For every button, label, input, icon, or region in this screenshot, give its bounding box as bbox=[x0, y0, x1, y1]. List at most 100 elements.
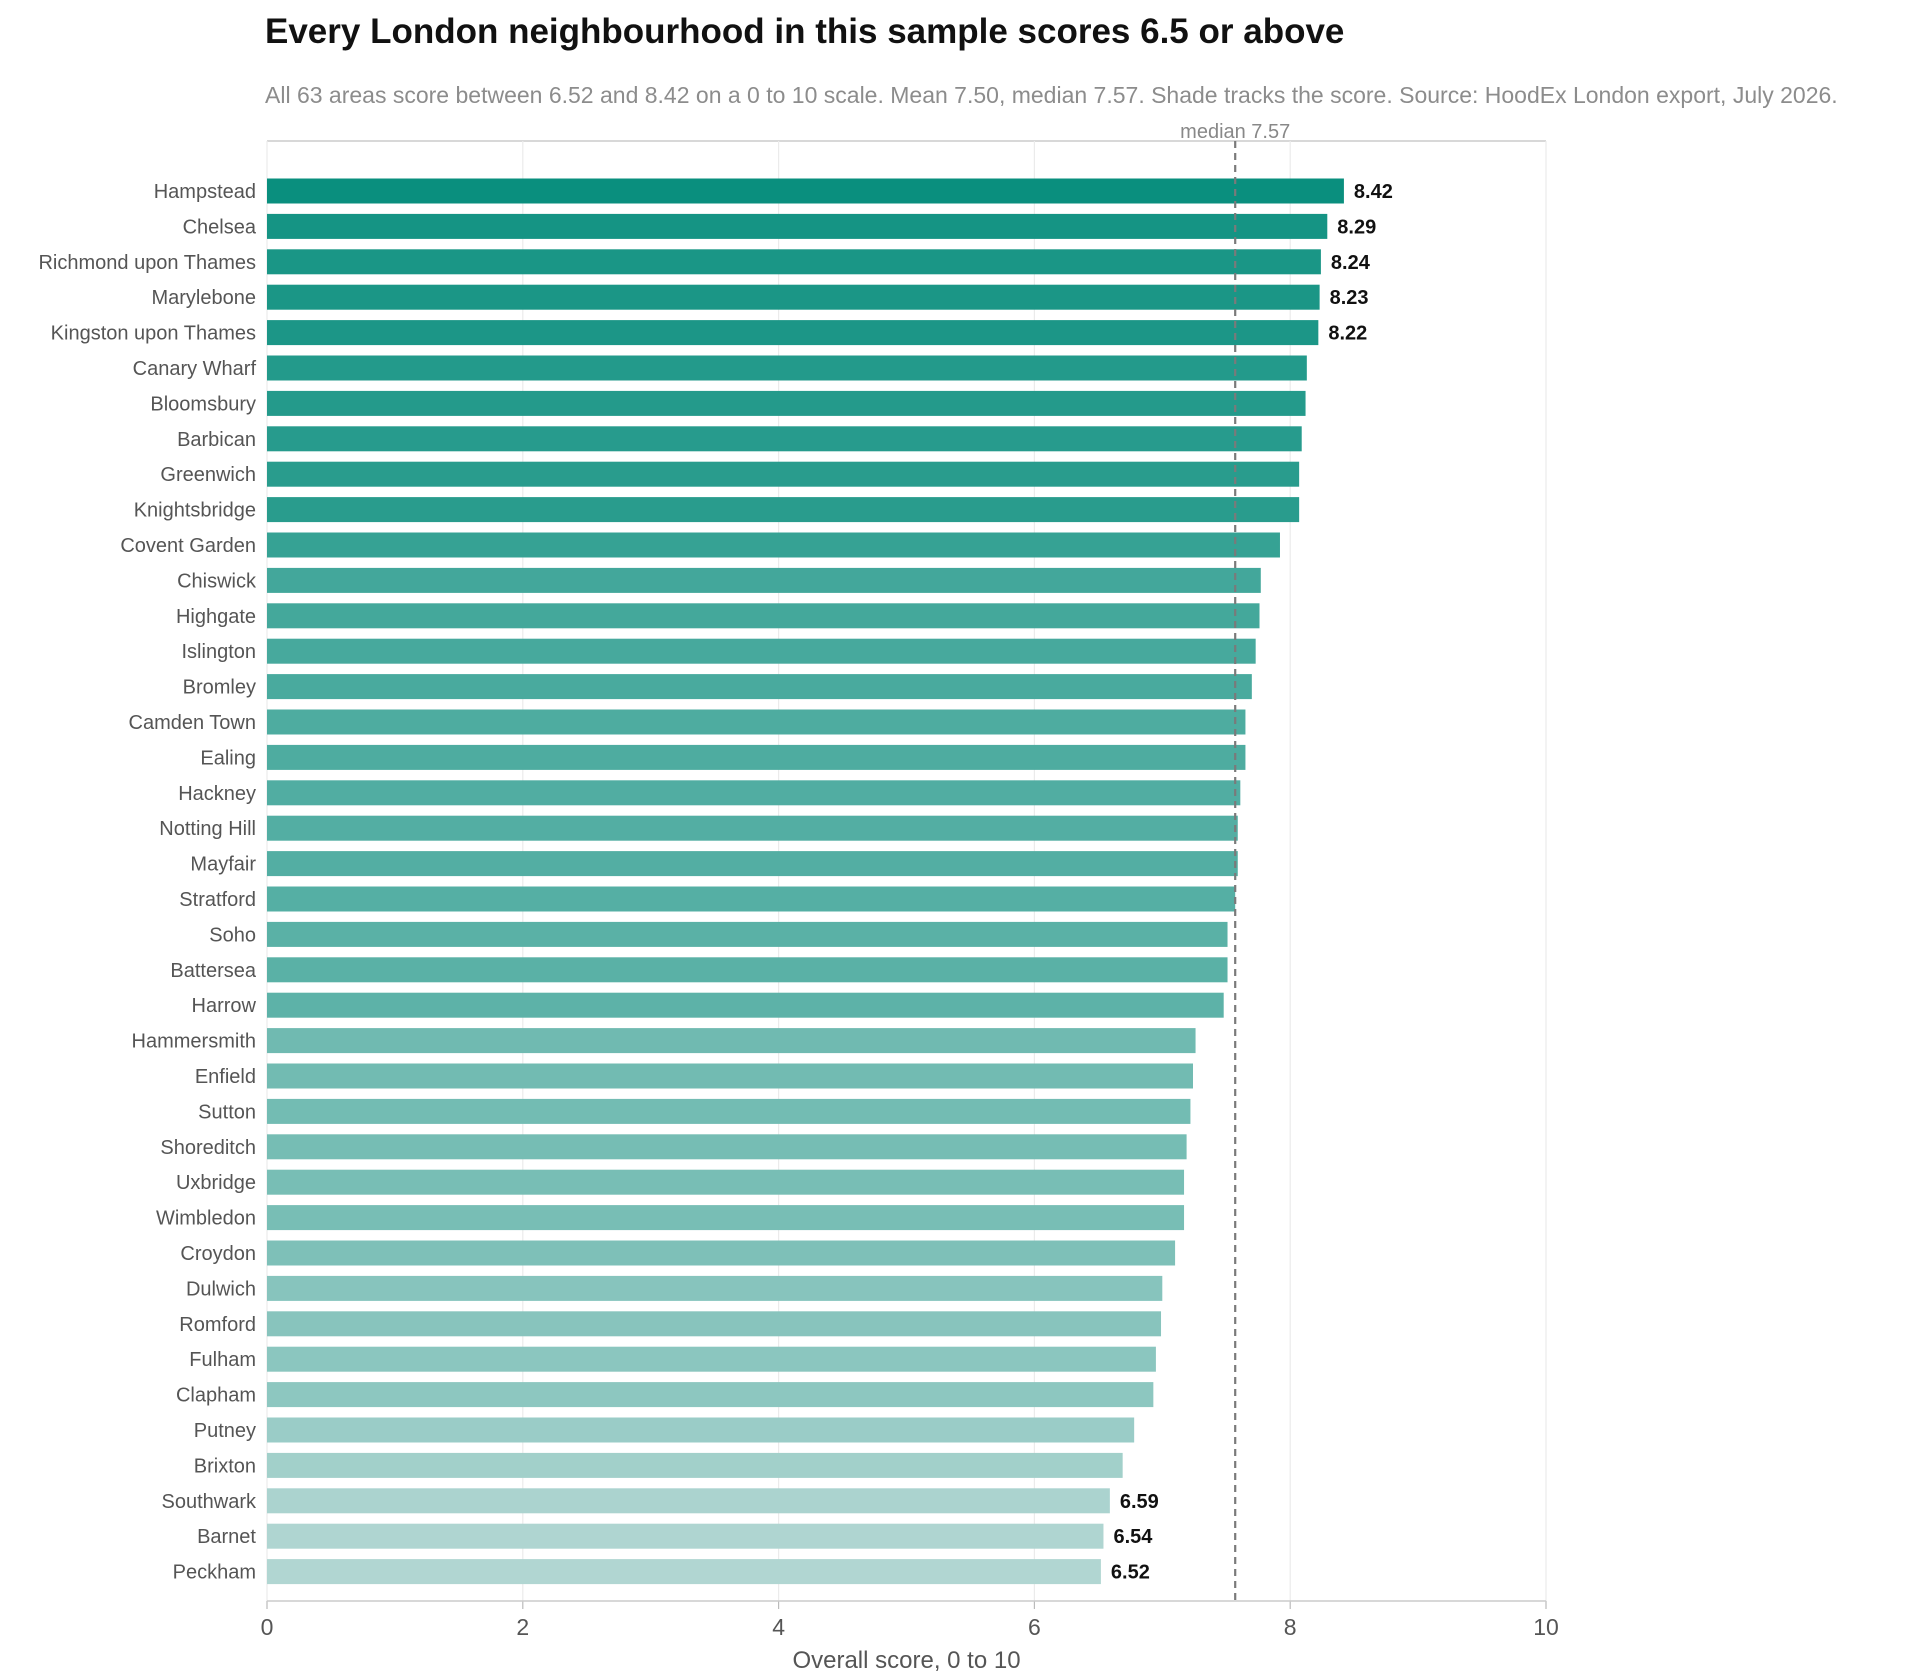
bar bbox=[267, 992, 1224, 1018]
x-tick-label: 10 bbox=[1533, 1614, 1559, 1640]
category-label: Hampstead bbox=[154, 181, 256, 203]
chart-title: Every London neighbourhood in this sampl… bbox=[265, 12, 1345, 51]
bar bbox=[267, 744, 1246, 770]
category-label: Chelsea bbox=[183, 216, 257, 238]
reference-layer: median 7.57 bbox=[1180, 121, 1290, 1601]
bar bbox=[267, 851, 1238, 877]
category-label: Mayfair bbox=[190, 854, 256, 876]
bar bbox=[267, 1240, 1176, 1266]
category-label: Uxbridge bbox=[176, 1172, 256, 1194]
category-label: Stratford bbox=[179, 889, 256, 911]
bar bbox=[267, 709, 1246, 735]
x-tick-label: 4 bbox=[772, 1614, 785, 1640]
category-label: Marylebone bbox=[151, 287, 256, 309]
category-label: Croydon bbox=[180, 1243, 256, 1265]
category-label: Covent Garden bbox=[120, 535, 256, 557]
category-label: Wimbledon bbox=[156, 1208, 256, 1230]
bar bbox=[267, 1134, 1187, 1160]
bar bbox=[267, 815, 1238, 841]
bar bbox=[267, 1028, 1196, 1054]
data-label: 8.22 bbox=[1328, 323, 1367, 345]
category-label: Enfield bbox=[195, 1066, 256, 1088]
category-label: Bromley bbox=[183, 677, 256, 699]
bar bbox=[267, 1452, 1123, 1478]
category-label: Barnet bbox=[197, 1526, 256, 1548]
category-label: Brixton bbox=[194, 1455, 256, 1477]
category-label: Romford bbox=[179, 1314, 256, 1336]
x-tick-label: 6 bbox=[1028, 1614, 1041, 1640]
data-label: 8.23 bbox=[1330, 287, 1369, 309]
bar bbox=[267, 1275, 1163, 1301]
category-label: Shoreditch bbox=[160, 1137, 256, 1159]
bar bbox=[267, 1169, 1185, 1195]
x-axis-title: Overall score, 0 to 10 bbox=[792, 1647, 1020, 1674]
category-label: Peckham bbox=[173, 1562, 256, 1584]
bar bbox=[267, 390, 1306, 416]
bar bbox=[267, 1311, 1162, 1337]
bar bbox=[267, 426, 1302, 452]
category-label: Ealing bbox=[200, 747, 256, 769]
x-tick-label: 2 bbox=[516, 1614, 529, 1640]
bar bbox=[267, 638, 1256, 664]
bar bbox=[267, 567, 1261, 593]
bar-layer bbox=[267, 178, 1344, 1585]
bar bbox=[267, 957, 1228, 983]
x-tick-label: 8 bbox=[1284, 1614, 1297, 1640]
axis-layer: 0 2 4 6 8 10 Overall score, 0 to 10 bbox=[261, 1600, 1559, 1674]
category-label: Greenwich bbox=[160, 464, 256, 486]
bar bbox=[267, 213, 1328, 239]
bar bbox=[267, 780, 1241, 806]
bar bbox=[267, 497, 1300, 523]
bar bbox=[267, 532, 1280, 558]
category-label: Islington bbox=[182, 641, 257, 663]
x-tick-label: 0 bbox=[261, 1614, 274, 1640]
bar bbox=[267, 1559, 1101, 1585]
category-label: Southwark bbox=[162, 1491, 257, 1513]
chart-subtitle: All 63 areas score between 6.52 and 8.42… bbox=[265, 82, 1838, 108]
category-label: Barbican bbox=[177, 429, 256, 451]
bar bbox=[267, 1417, 1135, 1443]
category-label: Putney bbox=[194, 1420, 256, 1442]
data-label: 6.52 bbox=[1111, 1562, 1150, 1584]
category-label: Battersea bbox=[170, 960, 256, 982]
bar bbox=[267, 674, 1252, 700]
bar bbox=[267, 603, 1260, 629]
bar bbox=[267, 320, 1319, 346]
category-label: Knightsbridge bbox=[134, 500, 256, 522]
data-label: 8.42 bbox=[1354, 181, 1393, 203]
data-label: 8.29 bbox=[1337, 216, 1376, 238]
bar bbox=[267, 284, 1320, 310]
category-label: Canary Wharf bbox=[133, 358, 257, 380]
bar bbox=[267, 886, 1236, 912]
bar bbox=[267, 1346, 1156, 1372]
bar bbox=[267, 1488, 1110, 1514]
category-label: Chiswick bbox=[177, 570, 257, 592]
category-label: Sutton bbox=[198, 1101, 256, 1123]
bar bbox=[267, 461, 1300, 487]
bar bbox=[267, 1063, 1193, 1089]
category-label: Richmond upon Thames bbox=[38, 252, 256, 274]
category-label: Clapham bbox=[176, 1385, 256, 1407]
bar bbox=[267, 1523, 1104, 1549]
data-label: 6.59 bbox=[1120, 1491, 1159, 1513]
label-layer: Hampstead Chelsea Richmond upon Thames Mary… bbox=[38, 181, 1392, 1584]
category-label: Hackney bbox=[178, 783, 256, 805]
category-label: Harrow bbox=[192, 995, 257, 1017]
category-label: Bloomsbury bbox=[150, 393, 256, 415]
category-label: Highgate bbox=[176, 606, 256, 628]
category-label: Dulwich bbox=[186, 1278, 256, 1300]
category-label: Hammersmith bbox=[132, 1031, 256, 1053]
category-label: Soho bbox=[209, 924, 256, 946]
data-label: 8.24 bbox=[1331, 252, 1371, 274]
median-label: median 7.57 bbox=[1180, 121, 1290, 143]
bar bbox=[267, 1205, 1185, 1231]
bar bbox=[267, 178, 1344, 204]
category-label: Camden Town bbox=[129, 712, 256, 734]
data-label: 6.54 bbox=[1113, 1526, 1153, 1548]
category-label: Fulham bbox=[189, 1349, 256, 1371]
category-label: Notting Hill bbox=[159, 818, 256, 840]
bar bbox=[267, 1098, 1191, 1124]
bar bbox=[267, 355, 1307, 381]
